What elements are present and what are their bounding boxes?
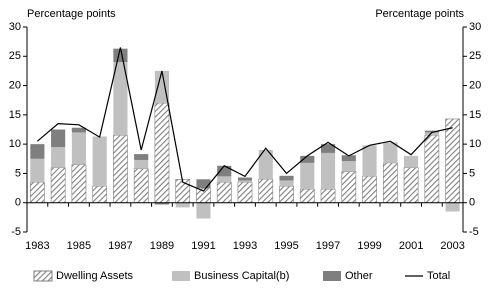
bar bbox=[113, 48, 128, 63]
bar bbox=[445, 202, 460, 212]
bar bbox=[51, 129, 66, 148]
bar bbox=[362, 145, 377, 177]
bar bbox=[92, 186, 108, 204]
bar bbox=[113, 135, 128, 204]
bar bbox=[196, 202, 211, 219]
bar bbox=[30, 158, 45, 183]
legend-swatch bbox=[172, 271, 190, 281]
bar bbox=[362, 176, 377, 204]
x-tick-label: 1999 bbox=[357, 240, 381, 252]
legend-label: Other bbox=[345, 270, 373, 282]
y2-tick-label: -5 bbox=[469, 226, 479, 238]
legend-swatch bbox=[33, 270, 53, 282]
bar bbox=[383, 142, 398, 163]
y-tick-label: 10 bbox=[9, 138, 21, 150]
bar bbox=[424, 130, 439, 133]
bar bbox=[154, 102, 170, 204]
bar bbox=[341, 155, 356, 162]
bar bbox=[51, 147, 66, 168]
x-tick-label: 1997 bbox=[316, 240, 340, 252]
y2-tick-label: 30 bbox=[469, 21, 481, 33]
y-tick-label: 5 bbox=[15, 167, 21, 179]
bar bbox=[216, 181, 232, 204]
y2-tick-label: 15 bbox=[469, 109, 481, 121]
x-tick-label: 1995 bbox=[274, 240, 298, 252]
bar bbox=[341, 161, 356, 172]
bar bbox=[279, 175, 294, 181]
bar bbox=[217, 165, 232, 177]
bar bbox=[92, 136, 107, 187]
legend-label: Total bbox=[427, 270, 450, 282]
bar bbox=[300, 162, 315, 190]
bar bbox=[134, 154, 149, 160]
x-tick-label: 1989 bbox=[150, 240, 174, 252]
bar bbox=[445, 118, 460, 204]
bar bbox=[237, 180, 253, 183]
y-tick-label: -5 bbox=[11, 226, 21, 238]
y2-axis-label: Percentage points bbox=[375, 8, 464, 20]
bar bbox=[154, 202, 170, 205]
x-tick-label: 1987 bbox=[108, 240, 132, 252]
y-tick-label: 0 bbox=[15, 197, 21, 209]
x-tick-label: 1993 bbox=[233, 240, 257, 252]
bar bbox=[320, 188, 336, 204]
y2-tick-label: 0 bbox=[469, 197, 475, 209]
y-tick-label: 15 bbox=[9, 109, 21, 121]
bar bbox=[50, 167, 66, 204]
legend-label: Business Capital(b) bbox=[194, 270, 289, 282]
bar bbox=[30, 144, 45, 159]
y-tick-label: 30 bbox=[9, 21, 21, 33]
line bbox=[36, 47, 453, 192]
bar bbox=[279, 186, 294, 204]
bar bbox=[300, 155, 315, 163]
y-tick-label: 25 bbox=[9, 50, 21, 62]
bar bbox=[403, 167, 419, 204]
bar bbox=[71, 127, 86, 133]
legend-label: Dwelling Assets bbox=[56, 270, 134, 282]
bar bbox=[113, 62, 128, 136]
y-axis-label: Percentage points bbox=[27, 8, 116, 20]
bar bbox=[196, 179, 211, 189]
bar bbox=[341, 171, 357, 204]
y2-tick-label: 25 bbox=[469, 50, 481, 62]
bar bbox=[382, 162, 398, 204]
bar bbox=[237, 177, 253, 181]
bar bbox=[320, 144, 336, 153]
legend-swatch bbox=[323, 271, 341, 281]
y2-tick-label: 20 bbox=[469, 79, 481, 91]
bar bbox=[71, 132, 86, 165]
x-tick-label: 1991 bbox=[191, 240, 215, 252]
bar bbox=[279, 180, 294, 187]
bar bbox=[237, 181, 253, 204]
y-tick-label: 20 bbox=[9, 79, 21, 91]
bar bbox=[134, 159, 149, 169]
bar bbox=[404, 155, 419, 168]
bar bbox=[154, 70, 170, 104]
x-tick-label: 1985 bbox=[67, 240, 91, 252]
y2-tick-label: 10 bbox=[469, 138, 481, 150]
bar bbox=[320, 152, 336, 190]
bar bbox=[71, 164, 87, 204]
bar bbox=[299, 188, 315, 204]
bar bbox=[424, 132, 439, 136]
x-tick-label: 2003 bbox=[440, 240, 464, 252]
bar bbox=[217, 176, 232, 183]
bar bbox=[258, 150, 273, 180]
bar bbox=[133, 168, 149, 204]
x-tick-label: 1983 bbox=[25, 240, 49, 252]
y2-tick-label: 5 bbox=[469, 167, 475, 179]
bar bbox=[175, 202, 190, 208]
x-tick-label: 2001 bbox=[399, 240, 423, 252]
bar bbox=[258, 178, 274, 204]
bar bbox=[30, 181, 45, 204]
bar bbox=[424, 135, 440, 204]
